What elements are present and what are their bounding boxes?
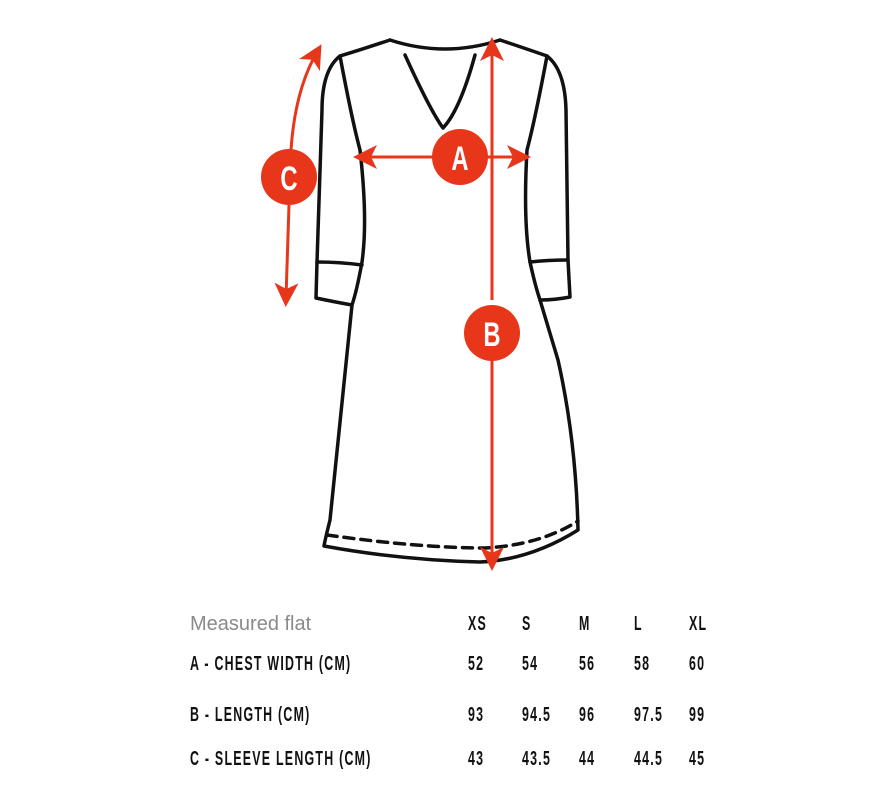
cell: 94.5 [522,704,552,726]
svg-text:C: C [280,160,297,198]
cell: 43.5 [522,748,552,770]
size-header: M [579,613,591,635]
row-label: C - SLEEVE LENGTH (CM) [190,748,372,770]
badge-a: A [432,129,488,185]
badge-b: B [464,305,520,361]
cell: 54 [522,653,539,675]
cell: 44 [579,748,596,770]
cell: 52 [468,653,485,675]
cell: 60 [689,653,706,675]
svg-text:B: B [483,316,500,354]
row-label: A - CHEST WIDTH (CM) [190,653,352,675]
cell: 93 [468,704,485,726]
sleeve-arrow [289,44,322,151]
measured-flat-label: Measured flat [190,613,312,635]
cell: 97.5 [634,704,664,726]
cell: 99 [689,704,706,726]
size-header: L [634,613,643,635]
size-header: XL [689,613,708,635]
cell: 43 [468,748,485,770]
svg-text:A: A [451,140,468,178]
size-header: S [522,613,532,635]
cell: 44.5 [634,748,664,770]
size-header: XS [468,613,488,635]
cell: 96 [579,704,596,726]
dress-diagram: A B C [261,37,580,571]
cell: 58 [634,653,651,675]
row-label: B - LENGTH (CM) [190,704,311,726]
cell: 45 [689,748,706,770]
cell: 56 [579,653,596,675]
badge-c: C [261,149,317,205]
dress-outline [314,38,580,564]
